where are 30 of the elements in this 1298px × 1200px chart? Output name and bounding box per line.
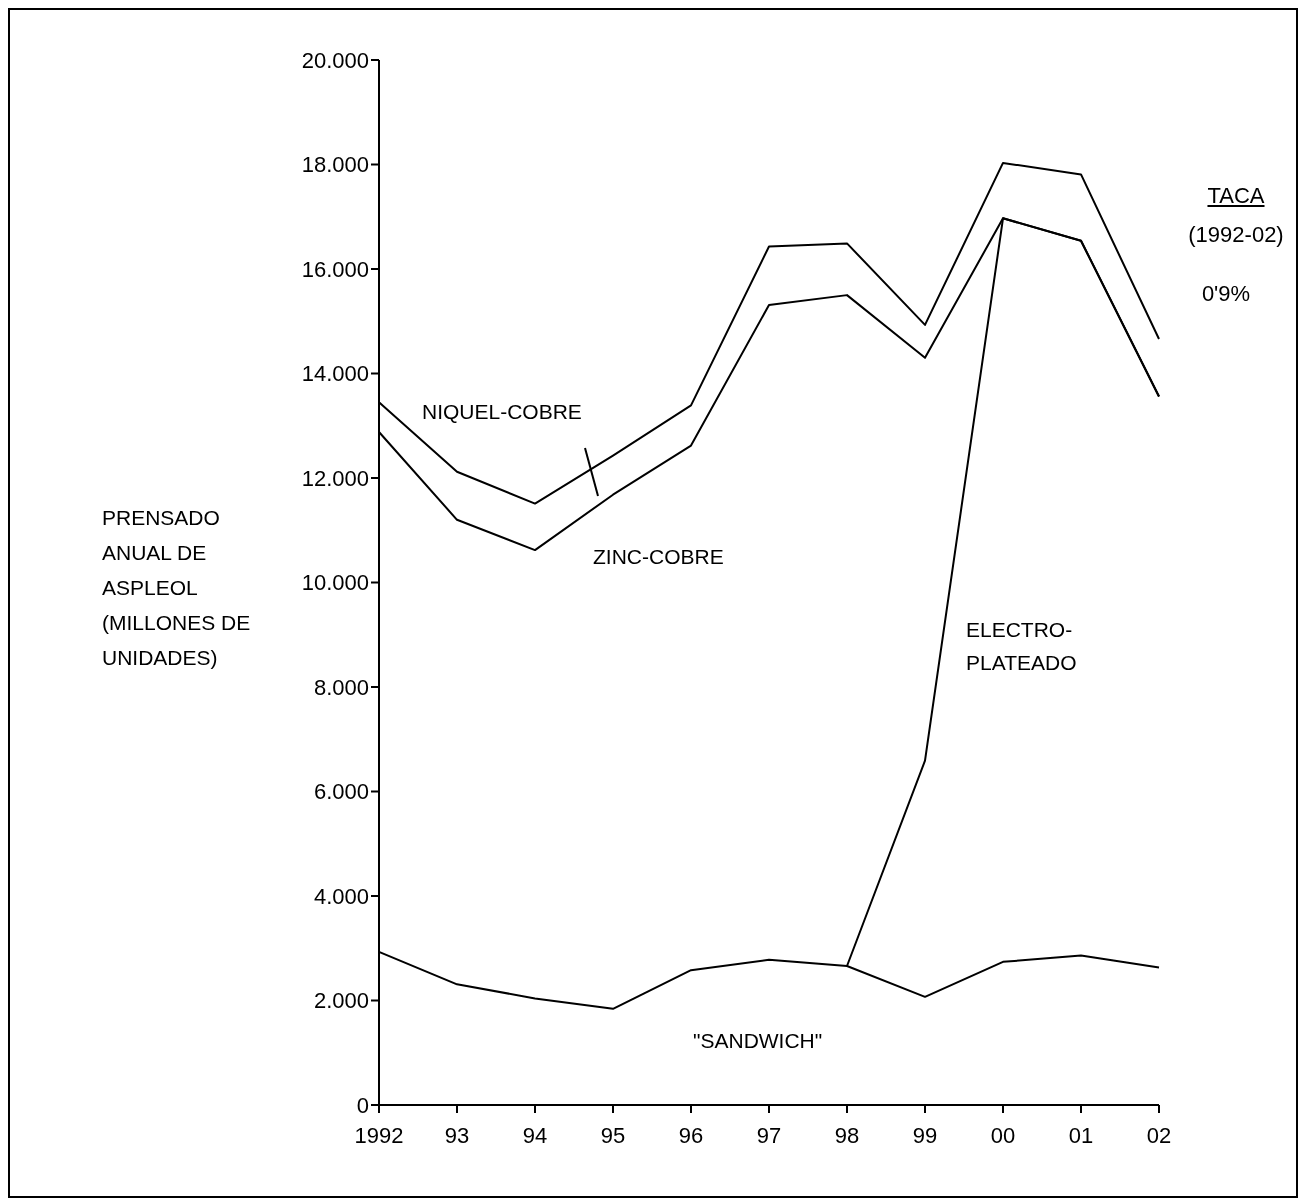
x-tick-label: 94	[522, 1122, 548, 1148]
x-tick-label: 93	[444, 1122, 470, 1148]
y-tick-label: 8.000	[313, 674, 369, 700]
y-tick-label: 14.000	[301, 361, 369, 387]
y-tick-label: 10.000	[301, 570, 369, 596]
x-tick-label: 99	[912, 1122, 938, 1148]
x-tick-label: 01	[1068, 1122, 1094, 1148]
y-tick-label: 2.000	[313, 988, 369, 1014]
y-tick-label: 0	[356, 1092, 369, 1118]
x-tick-label: 97	[756, 1122, 782, 1148]
series-label: NIQUEL-COBRE	[422, 399, 582, 425]
text: 0'9%	[1201, 281, 1251, 306]
y-tick-label: 4.000	[313, 883, 369, 909]
y-tick-label: 20.000	[301, 47, 369, 73]
x-tick-label: 00	[990, 1122, 1016, 1148]
y-tick-label: 18.000	[301, 152, 369, 178]
y-tick-label: 16.000	[301, 256, 369, 282]
y-tick-label: 6.000	[313, 779, 369, 805]
series-label: ZINC-COBRE	[593, 544, 724, 570]
text: "SANDWICH"	[693, 1028, 823, 1054]
y-tick-label: 12.000	[301, 465, 369, 491]
x-tick-label: 95	[600, 1122, 626, 1148]
text: TACA	[1207, 183, 1265, 208]
x-tick-label: 02	[1146, 1122, 1172, 1148]
series-label: ELECTRO-PLATEADO	[966, 617, 1077, 676]
text: (1992-02)	[1188, 222, 1284, 247]
y-axis-title: PRENSADO ANUAL DE ASPLEOL (MILLONES DE UNIDADES)	[102, 505, 252, 671]
x-tick-label: 96	[678, 1122, 704, 1148]
x-tick-label: 1992	[354, 1122, 404, 1148]
x-tick-label: 98	[834, 1122, 860, 1148]
